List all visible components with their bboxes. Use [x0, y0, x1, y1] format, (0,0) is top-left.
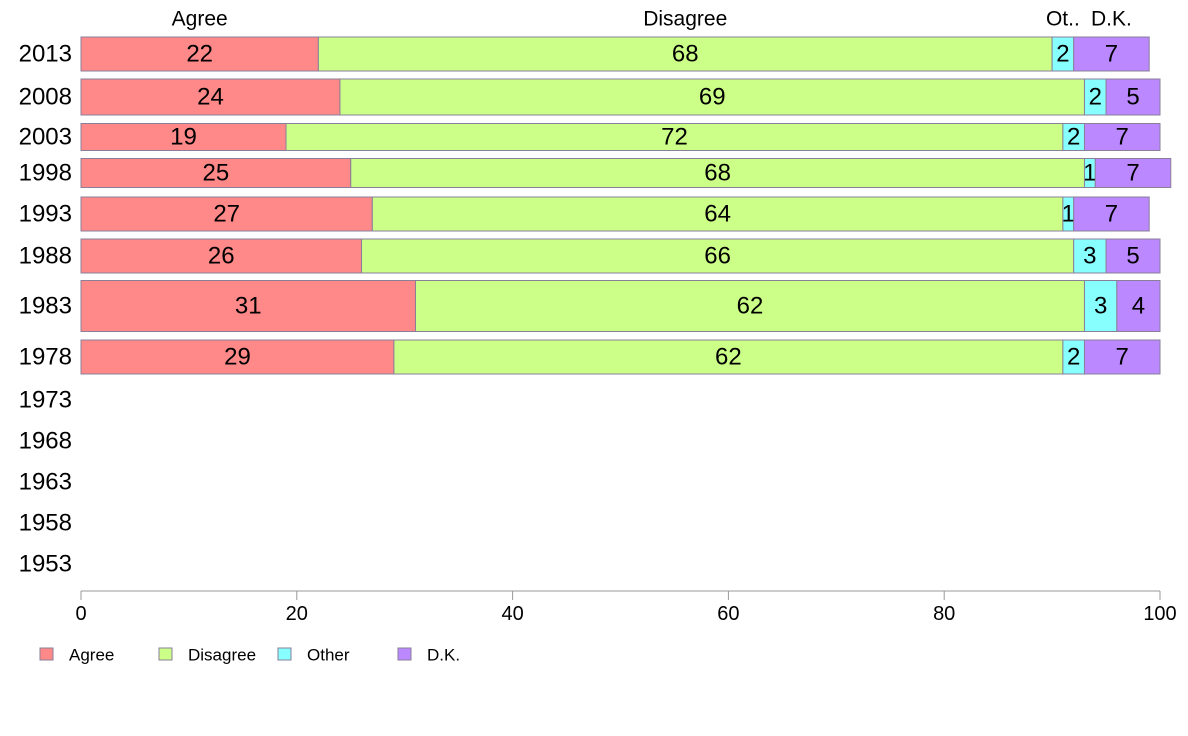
legend-label-disagree: Disagree [188, 646, 256, 665]
bar-d-k-1998 [1094, 158, 1172, 188]
year-label-1983: 1983 [19, 293, 72, 320]
year-label-2003: 2003 [19, 124, 72, 151]
data-label-d-k-2008: 5 [1126, 84, 1139, 111]
bar-disagree-2013 [317, 36, 1053, 72]
year-label-1973: 1973 [19, 387, 72, 414]
data-label-agree-2003: 19 [170, 124, 197, 151]
data-label-agree-2013: 22 [186, 41, 213, 68]
legend-label-other: Other [307, 646, 350, 665]
data-label-d-k-1998: 7 [1126, 160, 1139, 187]
bar-agree-2008 [80, 78, 341, 116]
column-header-2: Disagree [643, 8, 727, 31]
bar-disagree-1978 [393, 339, 1064, 375]
year-label-1998: 1998 [19, 160, 72, 187]
x-tick-label-40: 40 [501, 603, 523, 625]
bar-disagree-2003 [285, 123, 1064, 151]
bar-d-k-1978 [1083, 339, 1161, 375]
legend-swatch-d-k [397, 647, 412, 661]
year-labels: 2013 2008 2003 1998 1993 1988 1983 1978 1973 1968… [19, 41, 72, 578]
data-label-agree-1983: 31 [235, 293, 262, 320]
bar-disagree-2008 [339, 78, 1085, 116]
data-label-d-k-1988: 5 [1126, 243, 1139, 270]
legend-swatch-agree [39, 647, 54, 661]
bar-agree-1983 [80, 280, 416, 332]
column-header-1: Agree [172, 8, 228, 31]
x-tick-label-100: 100 [1143, 603, 1176, 625]
data-label-disagree-2013: 68 [672, 41, 699, 68]
bar-d-k-2008 [1105, 78, 1161, 116]
bar-d-k-1983 [1116, 280, 1161, 332]
x-axis: 0 20 40 60 80 100 [75, 590, 1177, 625]
data-label-other-1998: 1 [1083, 160, 1096, 187]
bar-agree-1978 [80, 339, 395, 375]
data-label-disagree-1988: 66 [704, 243, 731, 270]
column-headers: Agree Disagree Ot.. D.K. [172, 8, 1132, 31]
bar-d-k-1993 [1073, 196, 1150, 232]
data-label-other-1993: 1 [1062, 201, 1075, 228]
bar-other-1983 [1083, 280, 1118, 332]
bar-disagree-1998 [350, 158, 1085, 188]
year-label-1963: 1963 [19, 469, 72, 496]
bar-other-1988 [1073, 238, 1107, 274]
data-label-other-2008: 2 [1089, 84, 1102, 111]
data-label-other-1988: 3 [1083, 243, 1096, 270]
data-label-d-k-1993: 7 [1105, 201, 1118, 228]
legend-swatch-other [277, 647, 292, 661]
data-label-d-k-1978: 7 [1116, 344, 1129, 371]
data-label-other-1978: 2 [1067, 344, 1080, 371]
legend-label-d-k: D.K. [427, 646, 460, 665]
data-label-other-2013: 2 [1056, 41, 1069, 68]
x-tick-label-60: 60 [717, 603, 739, 625]
data-label-agree-1993: 27 [213, 201, 240, 228]
year-label-1978: 1978 [19, 344, 72, 371]
bar-agree-2003 [80, 123, 287, 151]
data-label-disagree-1983: 62 [737, 293, 764, 320]
data-label-disagree-2008: 69 [699, 84, 726, 111]
bar-disagree-1983 [414, 280, 1085, 332]
bar-agree-1993 [80, 196, 373, 232]
legend-swatch-disagree [158, 647, 173, 661]
column-header-3: Ot.. [1046, 8, 1080, 31]
column-header-4: D.K. [1091, 8, 1132, 31]
year-label-1988: 1988 [19, 243, 72, 270]
data-label-d-k-2013: 7 [1105, 41, 1118, 68]
year-label-2008: 2008 [19, 84, 72, 111]
legend-label-agree: Agree [69, 646, 114, 665]
data-label-disagree-2003: 72 [661, 124, 688, 151]
data-label-agree-1998: 25 [203, 160, 230, 187]
data-label-d-k-2003: 7 [1116, 124, 1129, 151]
bar-agree-1988 [80, 238, 363, 274]
data-label-other-1983: 3 [1094, 293, 1107, 320]
year-label-2013: 2013 [19, 41, 72, 68]
legend: Agree Disagree Other D.K. [39, 646, 460, 665]
x-tick-label-80: 80 [933, 603, 955, 625]
bar-agree-1998 [80, 158, 352, 188]
data-label-disagree-1978: 62 [715, 344, 742, 371]
data-label-disagree-1998: 68 [704, 160, 731, 187]
x-tick-label-20: 20 [286, 603, 308, 625]
bar-disagree-1988 [361, 238, 1075, 274]
year-label-1958: 1958 [19, 510, 72, 537]
data-label-disagree-1993: 64 [704, 201, 731, 228]
data-label-agree-1978: 29 [224, 344, 251, 371]
bars: 22 68 2 724 69 2 519 72 2 725 68 1 727 64 1 726 66 3 531 62… [80, 36, 1172, 375]
data-label-agree-1988: 26 [208, 243, 235, 270]
year-label-1968: 1968 [19, 428, 72, 455]
bar-disagree-1993 [371, 196, 1064, 232]
year-label-1993: 1993 [19, 201, 72, 228]
bar-d-k-2003 [1083, 123, 1161, 151]
x-tick-label-0: 0 [75, 603, 86, 625]
year-label-1953: 1953 [19, 551, 72, 578]
bar-d-k-1988 [1105, 238, 1161, 274]
bar-d-k-2013 [1073, 36, 1150, 72]
data-label-d-k-1983: 4 [1132, 293, 1145, 320]
data-label-agree-2008: 24 [197, 84, 224, 111]
bar-agree-2013 [80, 36, 319, 72]
data-label-other-2003: 2 [1067, 124, 1080, 151]
